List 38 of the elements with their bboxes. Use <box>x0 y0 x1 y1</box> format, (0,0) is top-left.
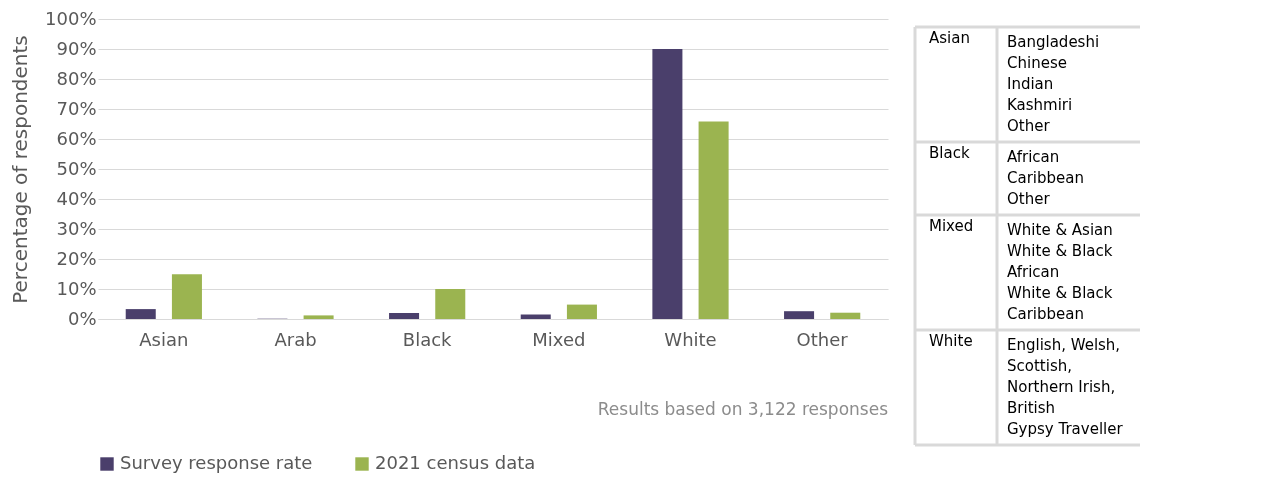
y-tick-label: 100% <box>45 7 97 29</box>
bar <box>435 289 466 319</box>
bar <box>698 121 729 319</box>
text: African Caribbean Other <box>1007 148 1084 208</box>
y-tick-label: 60% <box>56 127 97 149</box>
bar <box>566 304 597 319</box>
legend-label: 2021 census data <box>375 452 536 473</box>
y-tick-label: 20% <box>56 247 97 269</box>
bar <box>171 274 202 319</box>
y-tick-label: 80% <box>56 67 97 89</box>
bar <box>389 313 420 319</box>
y-tick-label: 30% <box>56 217 97 239</box>
bar <box>303 315 334 319</box>
text: Mixed <box>929 217 974 235</box>
text: Results based on 3,122 responses <box>597 399 889 419</box>
y-tick-label: 70% <box>56 97 97 119</box>
bar <box>652 49 683 319</box>
legend-label: Survey response rate <box>120 452 313 473</box>
y-tick-label: 10% <box>56 277 97 299</box>
x-tick-label: Black <box>402 328 453 350</box>
y-tick-label: 50% <box>56 157 97 179</box>
bar <box>125 309 156 319</box>
text: White & Asian White & Black African White & Black Caribbean <box>1007 221 1113 323</box>
y-tick-label: 90% <box>56 37 97 59</box>
text: Asian <box>929 29 970 47</box>
x-tick-label: Mixed <box>532 328 586 350</box>
text: Black <box>929 144 970 162</box>
x-tick-label: White <box>664 328 717 350</box>
y-tick-label: 0% <box>67 307 97 329</box>
text: English, Welsh, Scottish, Northern Irish, British Gypsy Traveller <box>1007 336 1124 438</box>
bar <box>784 311 815 319</box>
bar <box>830 312 861 319</box>
x-tick-label: Other <box>796 328 849 350</box>
text: Bangladeshi Chinese Indian Kashmiri Other <box>1007 33 1100 135</box>
x-tick-label: Asian <box>139 328 189 350</box>
y-axis-title: Percentage of respondents <box>8 35 33 304</box>
y-tick-label: 40% <box>56 187 97 209</box>
x-tick-label: Arab <box>274 328 317 350</box>
